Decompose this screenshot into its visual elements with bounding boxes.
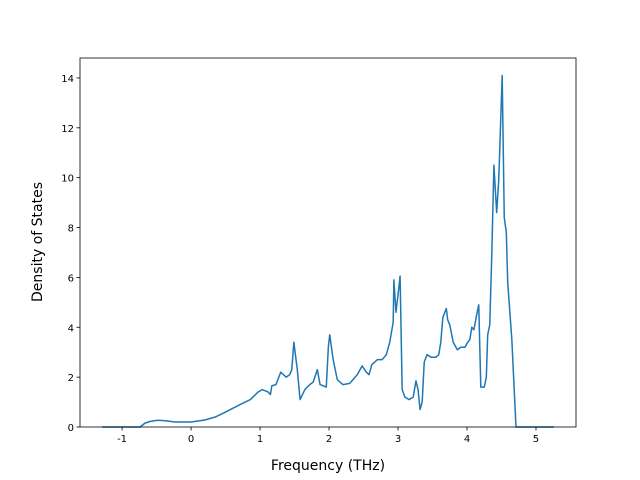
line-series bbox=[102, 74, 554, 428]
x-tick-label: 0 bbox=[188, 434, 194, 445]
x-tick-label: 5 bbox=[533, 434, 539, 445]
x-tick-label: 3 bbox=[395, 434, 401, 445]
y-tick-label: 14 bbox=[61, 74, 74, 85]
x-tick-label: 2 bbox=[326, 434, 332, 445]
y-tick-label: 6 bbox=[68, 273, 74, 284]
y-tick-label: 0 bbox=[68, 423, 74, 434]
y-axis-label: Density of States bbox=[30, 182, 46, 302]
y-tick-label: 2 bbox=[68, 373, 74, 384]
x-tick-label: 1 bbox=[257, 434, 263, 445]
y-tick-label: 10 bbox=[61, 174, 74, 185]
plot-frame bbox=[79, 57, 577, 428]
x-axis-label: Frequency (THz) bbox=[271, 458, 385, 474]
y-tick-label: 4 bbox=[68, 323, 74, 334]
y-tick-label: 12 bbox=[61, 124, 74, 135]
x-tick-label: -1 bbox=[117, 434, 127, 445]
y-tick-label: 8 bbox=[68, 224, 74, 235]
x-tick-label: 4 bbox=[464, 434, 470, 445]
